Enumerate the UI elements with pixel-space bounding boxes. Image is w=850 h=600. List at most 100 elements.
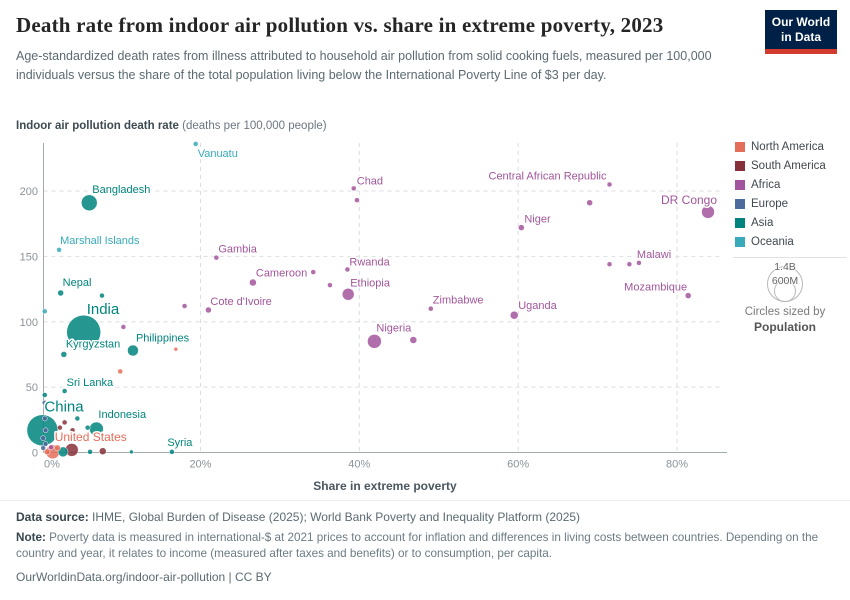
point-country[interactable]	[84, 424, 91, 431]
continent-legend: North America South America Africa Europe As…	[735, 141, 826, 255]
point-country[interactable]	[57, 424, 63, 431]
data-source-text: IHME, Global Burden of Disease (2025); W…	[88, 510, 581, 524]
legend-label: Asia	[751, 217, 774, 229]
label-sri-lanka: Sri Lanka	[67, 377, 114, 389]
point-country[interactable]	[57, 446, 69, 458]
legend-item-south-america[interactable]: South America	[735, 160, 826, 172]
point-zimbabwe[interactable]	[428, 305, 434, 312]
x-tick-label: 20%	[189, 459, 211, 471]
point-central-african-republic[interactable]	[606, 181, 613, 188]
label-nepal: Nepal	[63, 277, 92, 289]
point-country[interactable]	[586, 199, 593, 207]
label-philippines: Philippines	[136, 333, 190, 345]
point-country[interactable]	[120, 324, 127, 330]
label-gambia: Gambia	[218, 244, 257, 256]
point-country[interactable]	[42, 308, 48, 315]
license-link[interactable]: OurWorldinData.org/indoor-air-pollution …	[16, 569, 272, 584]
data-source-line: Data source: IHME, Global Burden of Dise…	[16, 510, 834, 524]
y-tick-label: 200	[20, 186, 38, 198]
point-country[interactable]	[40, 445, 46, 451]
y-axis-title-unit: (deaths per 100,000 people)	[178, 120, 327, 132]
label-central-african-republic: Central African Republic	[489, 170, 608, 182]
point-country[interactable]	[69, 427, 76, 434]
point-country[interactable]	[173, 346, 179, 352]
x-tick-label: 40%	[348, 459, 370, 471]
point-kyrgyzstan[interactable]	[60, 351, 68, 358]
size-legend-small-label: 600M	[771, 275, 799, 287]
note-text: Poverty data is measured in internationa…	[16, 531, 819, 561]
legend-swatch-icon	[735, 161, 745, 171]
footer: Data source: IHME, Global Burden of Dise…	[16, 510, 834, 584]
label-uganda: Uganda	[518, 300, 557, 312]
legend-label: Europe	[751, 198, 789, 210]
footer-divider	[0, 500, 850, 501]
point-ethiopia[interactable]	[341, 288, 355, 301]
point-cameroon[interactable]	[249, 278, 257, 287]
point-india[interactable]	[66, 314, 101, 350]
point-gambia[interactable]	[213, 254, 220, 261]
point-country[interactable]	[42, 400, 48, 406]
point-philippines[interactable]	[127, 344, 139, 357]
point-country[interactable]	[354, 197, 360, 203]
point-niger[interactable]	[518, 224, 525, 231]
label-india: India	[87, 301, 120, 318]
legend-item-africa[interactable]: Africa	[735, 179, 826, 191]
point-malawi[interactable]	[636, 260, 642, 266]
y-axis-title-bold: Indoor air pollution death rate	[16, 120, 179, 132]
point-country[interactable]	[61, 419, 68, 426]
point-dr-congo[interactable]	[701, 205, 715, 219]
point-country[interactable]	[42, 392, 48, 398]
point-uganda[interactable]	[509, 310, 519, 320]
point-country[interactable]	[327, 282, 333, 288]
point-country[interactable]	[99, 447, 107, 455]
legend-swatch-icon	[735, 218, 745, 228]
point-country[interactable]	[181, 303, 188, 309]
point-mozambique[interactable]	[684, 292, 692, 299]
label-indonesia: Indonesia	[98, 409, 147, 421]
note-label: Note:	[16, 531, 46, 544]
label-chad: Chad	[357, 175, 383, 187]
point-country[interactable]	[606, 261, 613, 267]
point-country[interactable]	[409, 336, 418, 344]
legend-swatch-icon	[735, 199, 745, 209]
point-country[interactable]	[40, 435, 46, 441]
chart-subtitle: Age-standardized death rates from illnes…	[16, 49, 712, 82]
point-nepal[interactable]	[57, 289, 64, 297]
point-country[interactable]	[42, 415, 48, 422]
point-sri-lanka[interactable]	[61, 388, 68, 394]
point-country[interactable]	[42, 441, 49, 447]
label-niger: Niger	[524, 214, 551, 226]
owid-logo[interactable]: Our World in Data	[765, 10, 837, 54]
point-bangladesh[interactable]	[81, 194, 98, 212]
legend-item-europe[interactable]: Europe	[735, 198, 826, 210]
point-marshall-islands[interactable]	[56, 247, 62, 253]
point-country[interactable]	[129, 449, 134, 455]
point-country[interactable]	[626, 261, 633, 267]
label-nigeria: Nigeria	[376, 322, 412, 334]
point-country[interactable]	[43, 448, 51, 456]
size-legend-big-label: 1.4B	[774, 261, 796, 273]
point-country[interactable]	[87, 449, 93, 455]
point-vanuatu[interactable]	[192, 141, 199, 147]
point-country[interactable]	[74, 415, 81, 422]
label-syria: Syria	[167, 437, 193, 449]
point-cote-d-ivoire[interactable]	[205, 306, 212, 314]
owid-logo-line2: in Data	[780, 29, 821, 44]
point-country[interactable]	[42, 427, 49, 434]
point-country[interactable]	[48, 444, 54, 451]
legend-item-asia[interactable]: Asia	[735, 217, 826, 229]
legend-item-oceania[interactable]: Oceania	[735, 236, 826, 248]
point-country[interactable]	[54, 444, 61, 452]
label-ethiopia: Ethiopia	[350, 277, 391, 289]
point-chad[interactable]	[351, 185, 357, 192]
point-country[interactable]	[99, 292, 105, 299]
y-tick-label: 50	[26, 382, 38, 394]
point-country[interactable]	[310, 269, 317, 275]
legend-swatch-icon	[735, 237, 745, 247]
y-axis-title: Indoor air pollution death rate (deaths …	[16, 120, 327, 132]
point-syria[interactable]	[169, 449, 175, 455]
point-nigeria[interactable]	[367, 334, 382, 349]
point-country[interactable]	[117, 368, 123, 375]
legend-item-north-america[interactable]: North America	[735, 141, 826, 153]
point-rwanda[interactable]	[344, 266, 351, 273]
